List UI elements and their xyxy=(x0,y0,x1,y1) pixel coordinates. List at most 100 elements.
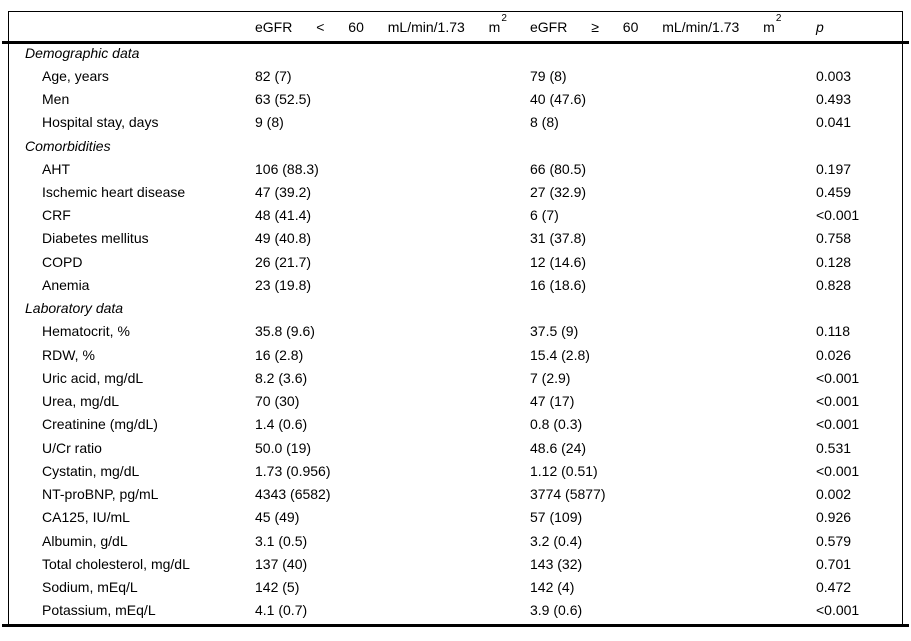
value-egfr-lt60: 82 (7) xyxy=(255,67,292,84)
table-row: Hospital stay, days 9 (8) 8 (8) 0.041 xyxy=(9,111,902,134)
header-divider-rule xyxy=(2,41,909,44)
value-egfr-lt60: 23 (19.8) xyxy=(255,276,312,293)
col-header-p: p xyxy=(816,18,824,35)
p-value: 0.118 xyxy=(816,323,850,340)
p-value: 0.128 xyxy=(816,253,852,270)
value-egfr-lt60: 142 (5) xyxy=(255,579,300,595)
table-row: Total cholesterol, mg/dL 137 (40) 143 (3… xyxy=(9,552,902,575)
table-row: Cystatin, mg/dL 1.73 (0.956) 1.12 (0.51)… xyxy=(9,459,902,482)
row-label: Diabetes mellitus xyxy=(42,230,149,247)
value-egfr-lt60: 8.2 (3.6) xyxy=(255,369,308,386)
value-egfr-ge60 xyxy=(530,297,816,320)
value-egfr-ge60: 27 (32.9) xyxy=(530,184,587,201)
p-value: <0.001 xyxy=(816,416,860,433)
table-row: Comorbidities xyxy=(9,134,902,157)
value-egfr-ge60: 47 (17) xyxy=(530,393,575,410)
value-egfr-ge60: 16 (18.6) xyxy=(530,276,587,293)
row-label: AHT xyxy=(42,160,70,177)
p-value: 0.758 xyxy=(816,230,852,247)
value-egfr-lt60: 47 (39.2) xyxy=(255,184,312,201)
value-egfr-lt60: 45 (49) xyxy=(255,509,300,526)
row-label: Uric acid, mg/dL xyxy=(42,369,144,386)
table-row: Age, years 82 (7) 79 (8) 0.003 xyxy=(9,64,902,87)
value-egfr-ge60: 57 (109) xyxy=(530,509,583,526)
value-egfr-ge60: 3774 (5877) xyxy=(530,486,606,503)
value-egfr-ge60: 48.6 (24) xyxy=(530,439,587,456)
value-egfr-ge60: 7 (2.9) xyxy=(530,369,571,386)
value-egfr-ge60: 3.9 (0.6) xyxy=(530,602,583,619)
header-row: eGFR < 60 mL/min/1.73 m2 eGFR ≥ 60 mL/mi… xyxy=(9,12,902,41)
value-egfr-ge60 xyxy=(530,41,816,64)
p-value: 0.002 xyxy=(816,486,852,503)
p-value: 0.531 xyxy=(816,439,852,456)
p-value: <0.001 xyxy=(816,369,860,386)
table-row: CRF 48 (41.4) 6 (7) <0.001 xyxy=(9,204,902,227)
value-egfr-ge60: 12 (14.6) xyxy=(530,253,587,270)
value-egfr-lt60: 48 (41.4) xyxy=(255,207,312,224)
value-egfr-lt60 xyxy=(255,297,530,320)
col-header-egfr-ge60-text: eGFR ≥ 60 mL/min/1.73 m xyxy=(530,18,775,35)
squared-superscript: 2 xyxy=(775,12,782,24)
value-egfr-ge60 xyxy=(530,134,816,157)
p-value: 0.493 xyxy=(816,91,852,108)
squared-superscript: 2 xyxy=(501,12,507,24)
value-egfr-ge60: 1.12 (0.51) xyxy=(530,462,598,479)
value-egfr-lt60: 137 (40) xyxy=(255,555,308,572)
p-value: <0.001 xyxy=(816,207,860,224)
header-empty-cell xyxy=(9,12,255,41)
row-label: Demographic data xyxy=(25,44,140,61)
p-value: 0.926 xyxy=(816,509,852,526)
value-egfr-ge60: 79 (8) xyxy=(530,67,567,84)
table-body: Demographic data Age, years 82 (7) 79 (8… xyxy=(9,41,902,622)
value-egfr-lt60: 63 (52.5) xyxy=(255,91,312,108)
table-row: Uric acid, mg/dL 8.2 (3.6) 7 (2.9) <0.00… xyxy=(9,366,902,389)
table-row: Diabetes mellitus 49 (40.8) 31 (37.8) 0.… xyxy=(9,227,902,250)
table-row: Laboratory data xyxy=(9,297,902,320)
p-value: <0.001 xyxy=(816,393,860,410)
p-value: 0.701 xyxy=(816,555,852,572)
row-label: Cystatin, mg/dL xyxy=(42,462,140,479)
value-egfr-ge60: 40 (47.6) xyxy=(530,91,587,108)
p-value xyxy=(816,134,902,157)
p-value: 0.459 xyxy=(816,184,852,201)
table-row: Ischemic heart disease 47 (39.2) 27 (32.… xyxy=(9,180,902,203)
table-row: RDW, % 16 (2.8) 15.4 (2.8) 0.026 xyxy=(9,343,902,366)
comparison-table: eGFR < 60 mL/min/1.73 m2 eGFR ≥ 60 mL/mi… xyxy=(9,12,902,622)
row-label: Ischemic heart disease xyxy=(42,184,186,201)
row-label: COPD xyxy=(42,253,83,270)
row-label: Potassium, mEq/L xyxy=(42,602,156,619)
row-label: Laboratory data xyxy=(25,300,124,317)
row-label: U/Cr ratio xyxy=(42,439,102,456)
value-egfr-ge60: 66 (80.5) xyxy=(530,160,587,177)
table-row: Demographic data xyxy=(9,41,902,64)
row-label: Men xyxy=(42,91,70,108)
table-row: Urea, mg/dL 70 (30) 47 (17) <0.001 xyxy=(9,390,902,413)
p-value: 0.003 xyxy=(816,67,852,84)
p-value xyxy=(816,297,902,320)
p-value: 0.579 xyxy=(816,532,852,549)
row-label: Urea, mg/dL xyxy=(42,393,120,410)
table-outer-border xyxy=(8,11,903,627)
value-egfr-lt60: 70 (30) xyxy=(255,393,300,410)
value-egfr-lt60: 4343 (6582) xyxy=(255,486,331,503)
value-egfr-lt60: 9 (8) xyxy=(255,114,284,131)
row-label: CRF xyxy=(42,207,71,224)
value-egfr-lt60: 106 (88.3) xyxy=(255,160,319,177)
p-value: 0.041 xyxy=(816,114,852,131)
p-value: 0.026 xyxy=(816,346,852,363)
value-egfr-ge60: 3.2 (0.4) xyxy=(530,532,583,549)
row-label: Albumin, g/dL xyxy=(42,532,128,549)
p-value: 0.197 xyxy=(816,160,852,177)
p-value: 0.472 xyxy=(816,579,852,595)
value-egfr-lt60: 50.0 (19) xyxy=(255,439,312,456)
value-egfr-lt60: 26 (21.7) xyxy=(255,253,312,270)
row-label: Comorbidities xyxy=(25,137,111,154)
value-egfr-ge60: 6 (7) xyxy=(530,207,559,224)
table-row: U/Cr ratio 50.0 (19) 48.6 (24) 0.531 xyxy=(9,436,902,459)
row-label: Hospital stay, days xyxy=(42,114,159,131)
table-row: Hematocrit, % 35.8 (9.6) 37.5 (9) 0.118 xyxy=(9,320,902,343)
value-egfr-ge60: 15.4 (2.8) xyxy=(530,346,590,363)
table-header: eGFR < 60 mL/min/1.73 m2 eGFR ≥ 60 mL/mi… xyxy=(9,12,902,41)
table-row: CA125, IU/mL 45 (49) 57 (109) 0.926 xyxy=(9,506,902,529)
value-egfr-lt60: 1.4 (0.6) xyxy=(255,416,308,433)
